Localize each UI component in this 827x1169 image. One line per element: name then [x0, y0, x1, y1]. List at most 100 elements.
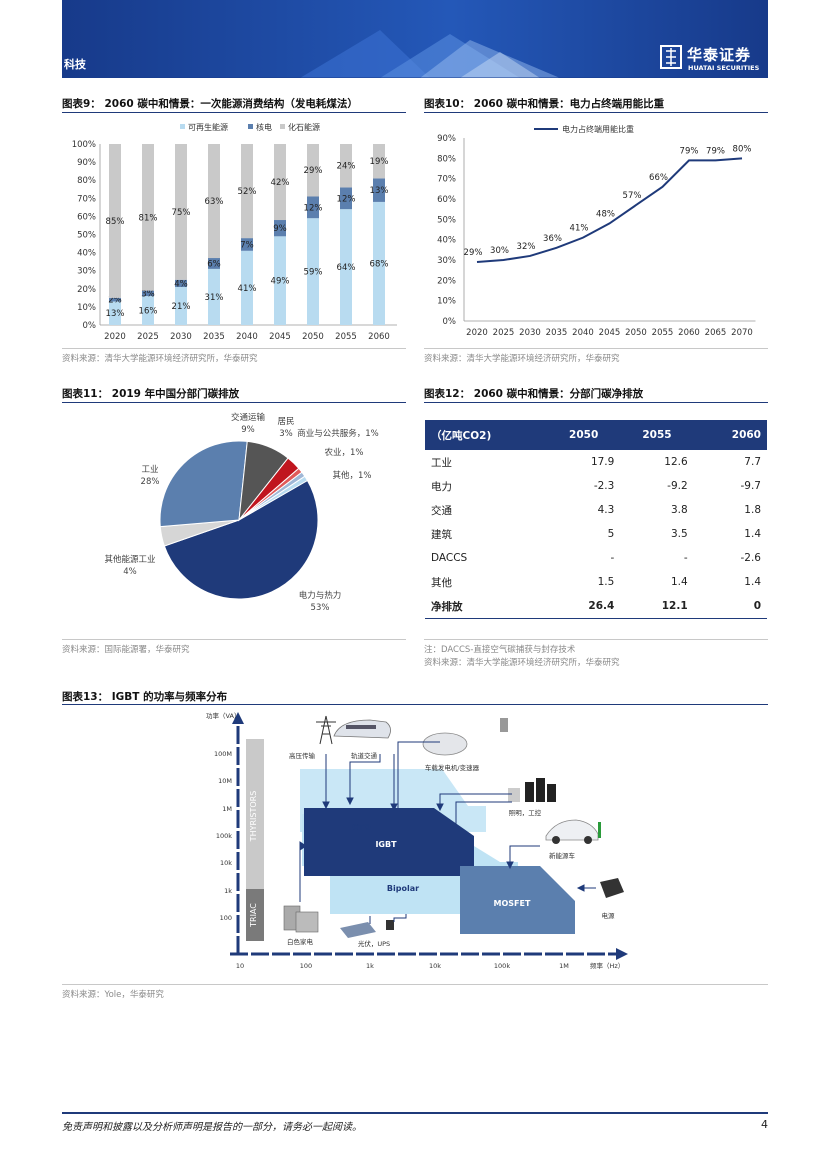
fig13-source: 资料来源：Yole，华泰研究	[62, 990, 164, 1000]
data-label: 32%	[517, 242, 536, 252]
data-label: 19%	[370, 157, 389, 167]
fig9-title-rule	[62, 112, 406, 113]
data-label: 79%	[680, 146, 699, 156]
app-label-rail: 轨道交通	[351, 751, 378, 760]
bar-segment	[274, 220, 286, 237]
y-tick-label: 50%	[77, 231, 96, 241]
x-tick-label: 2055	[652, 328, 674, 338]
data-label: 30%	[490, 246, 509, 256]
solar-ups-icon	[340, 920, 394, 938]
data-label: 79%	[706, 146, 725, 156]
slice-label: 农业，1%	[325, 447, 364, 458]
table-header-cell: 2060	[693, 420, 767, 450]
x-tick: 10k	[429, 962, 441, 970]
slice-name-label: 交通运输	[231, 412, 266, 423]
bar-segment	[340, 144, 352, 188]
y-tick-label: 50%	[437, 215, 456, 225]
table-cell: 5	[607, 528, 615, 540]
data-label: 41%	[238, 284, 257, 294]
y-tick: 10k	[220, 859, 232, 867]
bar-segment	[208, 258, 220, 269]
bar-segment	[373, 144, 385, 179]
thyristors-label: THYRISTORS	[249, 791, 258, 843]
y-axis-label: 功率（VA）	[206, 711, 240, 720]
data-label: 12%	[304, 203, 323, 213]
data-label: 68%	[370, 259, 389, 269]
table-row: 电力 -2.3 -9.2 -9.7	[425, 474, 767, 498]
bar-segment	[340, 209, 352, 325]
data-label: 13%	[370, 186, 389, 196]
table-cell: -2.3	[593, 480, 615, 492]
slice-value-label: 4%	[123, 567, 137, 577]
data-label: 42%	[271, 178, 290, 188]
table-cell: 工业	[431, 456, 452, 469]
mosfet-region	[460, 866, 575, 934]
brand-name-en: HUATAI SECURITIES	[688, 64, 760, 72]
data-label: 3%	[141, 289, 155, 299]
power-supply-icon	[600, 878, 624, 898]
bar-segment	[307, 144, 319, 197]
data-label: 6%	[207, 259, 221, 269]
y-tick-label: 40%	[437, 236, 456, 246]
x-tick-label: 2030	[519, 328, 541, 338]
fig9-title: 图表9： 2060 碳中和情景：一次能源消费结构（发电耗煤法）	[62, 98, 358, 110]
x-tick-label: 2055	[335, 332, 357, 342]
y-tick: 1k	[224, 887, 232, 895]
fig11-source: 资料来源：国际能源署，华泰研究	[62, 645, 190, 655]
igbt-region	[304, 808, 474, 876]
fig10-title: 图表10： 2060 碳中和情景：电力占终端用能比重	[424, 98, 665, 110]
engine-icon	[422, 718, 508, 756]
y-tick-label: 40%	[77, 249, 96, 259]
table-cell: 7.7	[744, 456, 761, 468]
bar-segment	[373, 201, 385, 325]
y-tick-label: 10%	[77, 303, 96, 313]
y-tick-label: 0%	[443, 317, 457, 327]
x-tick-label: 2060	[368, 332, 390, 342]
table-cell: 1.4	[744, 528, 761, 540]
legend-swatch	[248, 124, 253, 129]
data-label: 64%	[337, 263, 356, 273]
y-tick-label: 80%	[437, 154, 456, 164]
table-header-cell: （亿吨CO2)	[425, 420, 547, 450]
slice-name-label: 居民	[277, 417, 294, 427]
table-cell: -2.6	[740, 552, 762, 564]
slice-value-label: 53%	[311, 603, 330, 613]
data-label: 21%	[172, 302, 191, 312]
table-row: DACCS - - -2.6	[425, 546, 767, 570]
y-tick-label: 30%	[77, 267, 96, 277]
fig13-title: 图表13： IGBT 的功率与频率分布	[62, 691, 228, 703]
data-label: 7%	[240, 240, 254, 250]
x-tick-label: 2025	[493, 328, 515, 338]
x-tick-label: 2060	[678, 328, 700, 338]
table-cell: -	[683, 552, 688, 564]
table-cell: 1.4	[670, 576, 688, 588]
fig12-note: 注：DACCS-直接空气碳捕获与封存技术	[424, 645, 576, 655]
table-cell: 17.9	[590, 456, 615, 468]
data-label: 48%	[596, 209, 615, 219]
data-label: 9%	[273, 224, 287, 234]
data-label: 49%	[271, 277, 290, 287]
data-label: 36%	[543, 234, 562, 244]
y-tick-label: 60%	[437, 195, 456, 205]
table-cell: -	[610, 552, 615, 564]
bar-segment	[241, 238, 253, 251]
connector-icon	[500, 718, 508, 732]
legend-label: 核电	[256, 122, 272, 132]
slice-name-label: 电力与热力	[299, 590, 342, 601]
x-tick-label: 2020	[466, 328, 488, 338]
y-tick-label: 30%	[437, 256, 456, 266]
y-tick-label: 70%	[77, 194, 96, 204]
slice-name-label: 其他能源工业	[104, 554, 155, 565]
table-cell: 建筑	[431, 528, 452, 541]
data-label: 81%	[139, 213, 158, 223]
table-cell: 1.4	[744, 576, 761, 588]
x-tick-label: 2050	[302, 332, 324, 342]
x-tick-label: 2020	[104, 332, 126, 342]
table-cell: 3.8	[670, 504, 688, 516]
bar-segment	[175, 279, 187, 287]
data-label: 24%	[337, 162, 356, 172]
fig11-source-rule	[62, 639, 406, 640]
page-number: 4	[761, 1118, 768, 1131]
y-tick-label: 80%	[77, 176, 96, 186]
y-tick-label: 70%	[437, 175, 456, 185]
